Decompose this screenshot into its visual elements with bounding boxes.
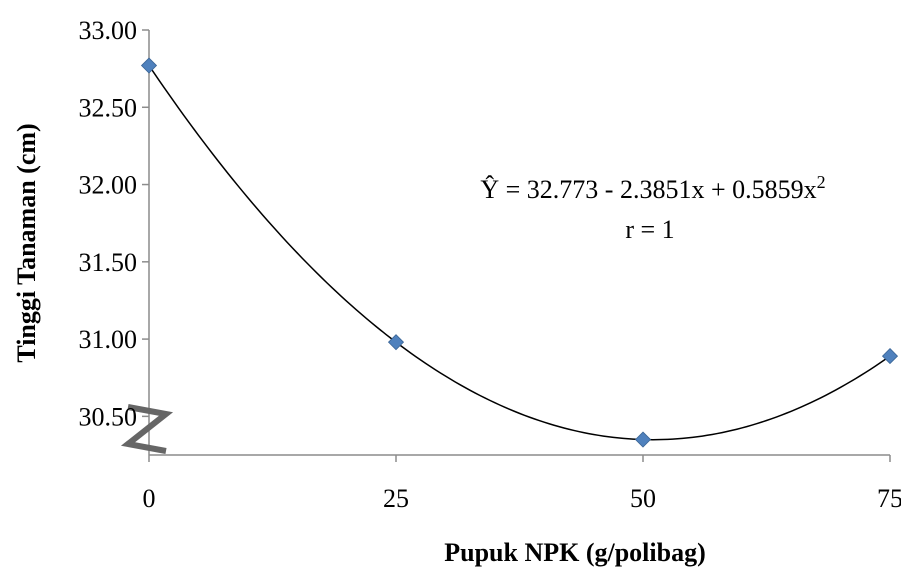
x-axis-ticks: 0 25 50 75 [143, 455, 901, 513]
x-tick-label: 75 [877, 484, 901, 513]
y-tick-label: 31.50 [79, 248, 138, 277]
x-tick-label: 50 [630, 484, 656, 513]
trendline-equation: Ŷ = 32.773 - 2.3851x + 0.5859x2 [480, 172, 825, 204]
y-tick-label: 32.50 [79, 93, 138, 122]
y-axis-title: Tinggi Tanaman (cm) [12, 123, 41, 362]
data-point [634, 431, 652, 448]
y-tick-label: 30.50 [79, 402, 138, 431]
trendline-curve [148, 65, 891, 441]
data-point [387, 334, 405, 351]
axis-break-icon [120, 404, 174, 454]
x-tick-label: 25 [383, 484, 409, 513]
y-tick-label: 31.00 [79, 325, 138, 354]
trendline-group [148, 65, 891, 441]
equation-exponent: 2 [817, 172, 826, 192]
x-tick-label: 0 [143, 484, 156, 513]
data-point [881, 348, 899, 365]
y-tick-label: 33.00 [79, 16, 138, 45]
r-value-label: r = 1 [625, 215, 674, 244]
equation-text: Ŷ = 32.773 - 2.3851x + 0.5859x [480, 175, 816, 204]
y-axis-ticks: 30.50 31.00 31.50 32.00 32.50 33.00 [79, 16, 149, 431]
y-tick-label: 32.00 [79, 171, 138, 200]
x-axis-title: Pupuk NPK (g/polibag) [444, 538, 706, 567]
data-points [140, 57, 899, 448]
data-point [140, 57, 158, 74]
